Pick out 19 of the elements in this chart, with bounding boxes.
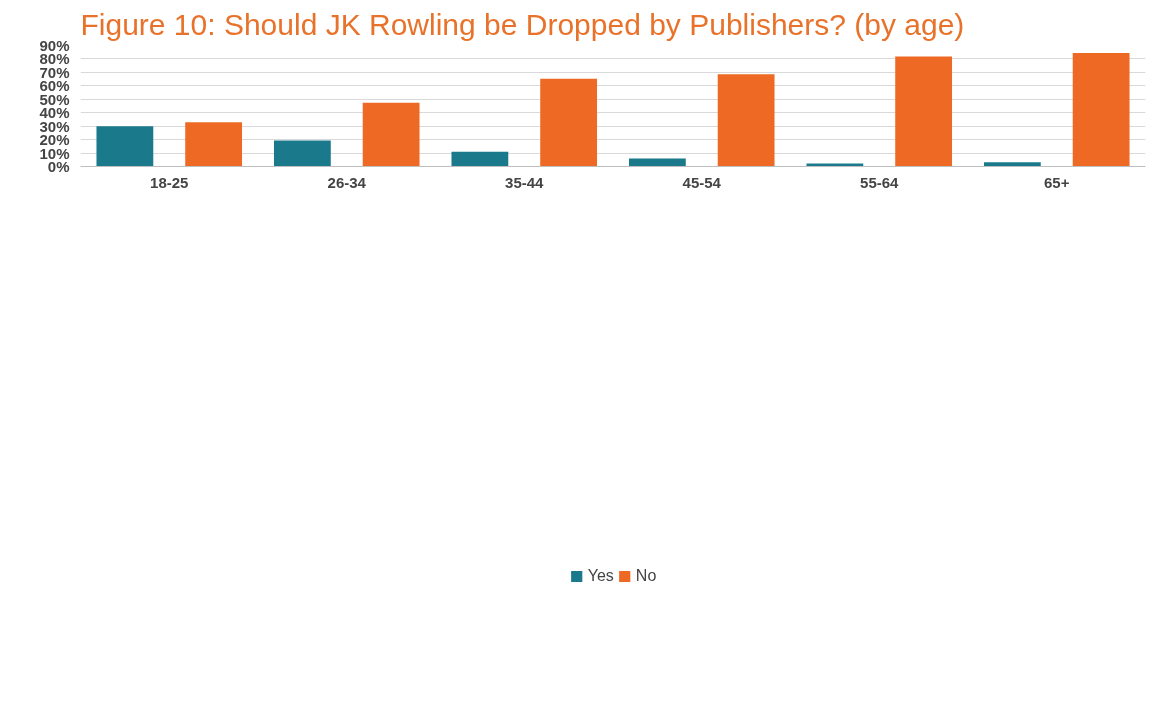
x-tick-label: 55-64 — [860, 173, 900, 191]
x-tick-label: 45-54 — [682, 173, 722, 191]
x-tick-label: 26-34 — [327, 173, 367, 191]
x-tick-label: 35-44 — [505, 173, 545, 191]
bar — [1072, 52, 1130, 167]
bar — [185, 122, 243, 167]
x-tick-label: 65+ — [1044, 173, 1070, 191]
bar — [540, 78, 598, 167]
bar — [895, 56, 953, 167]
bar — [273, 140, 331, 167]
bar — [451, 151, 509, 167]
legend-label: No — [635, 566, 657, 585]
bar — [362, 102, 420, 167]
x-tick-label: 18-25 — [150, 173, 189, 191]
bar — [983, 162, 1041, 167]
legend-label: Yes — [587, 566, 614, 585]
bar — [96, 126, 154, 167]
bar — [717, 74, 775, 167]
chart-title: Figure 10: Should JK Rowling be Dropped by Publishers? (by age) — [80, 7, 965, 41]
